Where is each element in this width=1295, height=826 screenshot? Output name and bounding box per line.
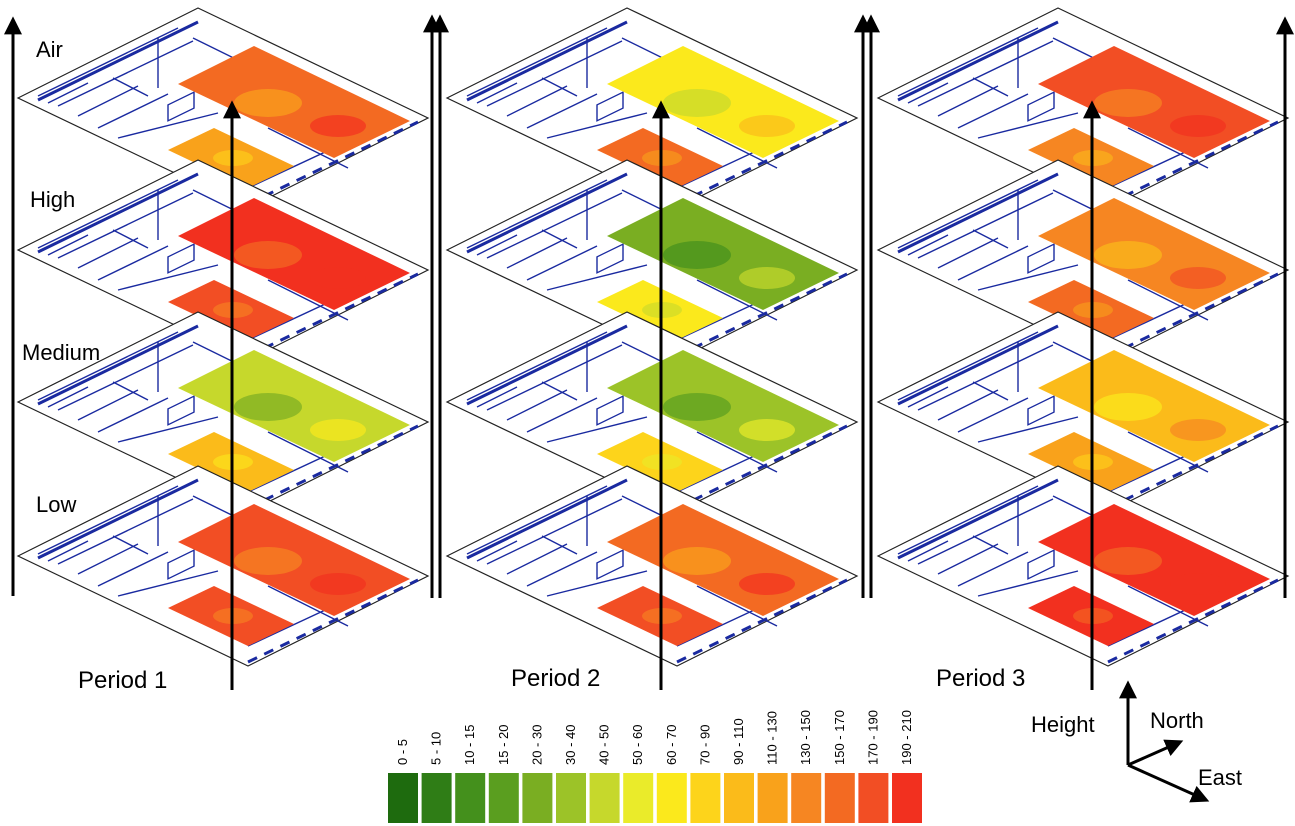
floor-plan-medium	[876, 311, 1290, 513]
floor-slab	[16, 159, 430, 361]
period-label-1: Period 1	[78, 667, 167, 694]
floor-plan-lines	[37, 478, 419, 664]
compass-north-label: North	[1150, 708, 1204, 733]
legend-swatch	[858, 773, 889, 823]
legend-swatch	[656, 773, 687, 823]
legend-bin-label: 50 - 60	[630, 725, 645, 765]
legend-bin-label: 30 - 40	[563, 725, 578, 765]
legend-bin-label: 70 - 90	[697, 725, 712, 765]
floor-plan-medium	[445, 311, 859, 513]
period-label-2: Period 2	[511, 665, 600, 692]
north-arrow-icon	[1127, 739, 1184, 767]
level-label-low: Low	[36, 492, 76, 517]
floor-plan-lines	[37, 172, 419, 358]
floor-slab	[16, 465, 430, 667]
legend-swatch	[791, 773, 822, 823]
legend-bin-label: 10 - 15	[462, 725, 477, 765]
floor-slab	[445, 465, 859, 667]
legend-bin-label: 60 - 70	[664, 725, 679, 765]
floor-plan-high	[876, 159, 1290, 361]
floor-plan-low	[16, 465, 430, 667]
heatmap-variation	[234, 241, 366, 289]
floor-plan-lines	[897, 324, 1279, 510]
legend-bin-label: 15 - 20	[496, 725, 511, 765]
period-column-3	[876, 7, 1290, 690]
legend-swatch	[589, 773, 620, 823]
color-legend: 0 - 5 5 - 10 10 - 15 15 - 20 20 - 30 30 - 40 4…	[388, 710, 922, 823]
floor-plan-high	[445, 159, 859, 361]
floor-slab	[445, 311, 859, 513]
floor-plan-lines	[897, 20, 1279, 206]
heatmap-variation	[234, 547, 366, 595]
heatmap-variation	[663, 89, 795, 137]
legend-swatch	[522, 773, 553, 823]
legend-bin-label: 40 - 50	[597, 725, 612, 765]
heatmap-variation	[1094, 89, 1226, 137]
legend-swatch	[724, 773, 754, 823]
floor-slab	[876, 311, 1290, 513]
legend-bin-label: 90 - 110	[731, 718, 746, 765]
floor-slab	[445, 159, 859, 361]
compass-height-label: Height	[1031, 712, 1095, 737]
period-label-3: Period 3	[936, 665, 1025, 692]
legend-swatch	[824, 773, 855, 823]
legend-bin-label: 190 - 210	[899, 710, 914, 765]
level-label-medium: Medium	[22, 340, 100, 365]
legend-bin-label: 150 - 170	[832, 710, 847, 765]
legend-bin-label: 130 - 150	[798, 710, 813, 765]
heatmap-variation	[234, 393, 366, 441]
legend-bin-label: 20 - 30	[529, 725, 544, 765]
heatmap-variation	[234, 89, 366, 137]
floor-slab	[876, 465, 1290, 667]
heatmap-variation	[1094, 393, 1226, 441]
legend-swatch	[488, 773, 519, 823]
legend-swatch	[690, 773, 721, 823]
period-column-2	[445, 7, 859, 690]
legend-swatch	[421, 773, 452, 823]
level-label-air: Air	[36, 37, 63, 62]
legend-swatch	[892, 773, 922, 823]
compass-east-label: East	[1198, 765, 1242, 790]
floor-plan-lines	[466, 478, 848, 664]
floor-slab	[876, 159, 1290, 361]
floor-slab	[16, 311, 430, 513]
legend-bin-label: 5 - 10	[429, 732, 444, 765]
floor-plan-high	[16, 159, 430, 361]
floor-plan-low	[876, 465, 1290, 667]
legend-swatch	[455, 773, 486, 823]
legend-bin-label: 110 - 130	[765, 711, 780, 765]
heatmap-variation	[1094, 241, 1226, 289]
orientation-compass: Height North East	[1031, 680, 1242, 803]
legend-swatch	[757, 773, 788, 823]
east-arrow-icon	[1127, 763, 1210, 803]
floor-plan-low	[445, 465, 859, 667]
floor-plan-lines	[897, 478, 1279, 664]
heatmap-variation	[663, 241, 795, 289]
heatmap-variation	[663, 547, 795, 595]
level-label-high: High	[30, 187, 75, 212]
vertical-axes	[4, 14, 1294, 598]
period-column-1	[16, 7, 430, 690]
heatmap-variation	[1094, 547, 1226, 595]
legend-swatch	[623, 773, 654, 823]
legend-swatch	[388, 773, 418, 823]
heatmap-variation	[663, 393, 795, 441]
legend-swatch	[556, 773, 586, 823]
floor-plan-lines	[466, 172, 848, 358]
legend-bin-label: 0 - 5	[395, 739, 410, 765]
legend-bin-label: 170 - 190	[865, 710, 880, 765]
